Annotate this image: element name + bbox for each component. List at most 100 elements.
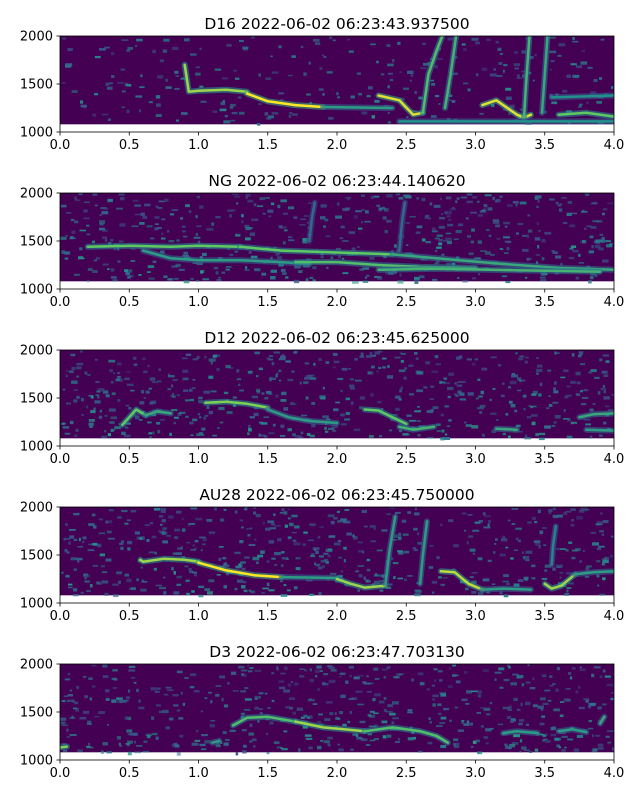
signal-track <box>377 267 602 273</box>
signal-track <box>335 577 387 589</box>
y-tick-label: 1000 <box>20 754 53 769</box>
y-tick-label: 1500 <box>20 706 53 721</box>
signal-track <box>578 412 614 419</box>
y-tick-label: 1000 <box>20 440 53 455</box>
x-tick-label: 2.0 <box>327 452 348 467</box>
signal-track <box>573 570 614 576</box>
signal-track <box>557 728 588 734</box>
signal-track <box>60 745 69 749</box>
x-tick-label: 1.0 <box>188 766 209 781</box>
signal-track <box>398 425 436 431</box>
signal-track <box>86 244 242 249</box>
subplot-4: 0.0 0.5 1.0 1.5 2.0 2.5 3.0 3.5 4.0 1000 1500 2000 A… <box>20 486 624 624</box>
signal-track <box>377 94 425 116</box>
subplot-5: 0.0 0.5 1.0 1.5 2.0 2.5 3.0 3.5 4.0 1000 1500 2000 D… <box>20 643 624 781</box>
y-tick-label: 2000 <box>20 501 53 516</box>
signal-track <box>550 94 614 99</box>
x-tick-label: 0.0 <box>50 295 71 310</box>
signal-track <box>363 726 450 744</box>
y-tick-label: 1000 <box>20 597 53 612</box>
y-tick-label: 1000 <box>20 283 53 298</box>
y-tick-label: 2000 <box>20 187 53 202</box>
x-tick-label: 0.5 <box>119 138 140 153</box>
signal-track <box>439 570 484 591</box>
signal-track <box>183 63 249 93</box>
x-tick-label: 1.0 <box>188 609 209 624</box>
x-tick-label: 3.0 <box>465 138 486 153</box>
spectrogram-image <box>60 664 614 756</box>
subplot-title: AU28 2022-06-02 06:23:45.750000 <box>199 486 474 504</box>
spectrogram-noise <box>60 193 614 284</box>
x-tick-label: 2.0 <box>327 609 348 624</box>
signal-track <box>598 715 606 725</box>
x-tick-label: 0.5 <box>119 295 140 310</box>
signal-track <box>363 408 408 426</box>
spectrogram-image <box>60 350 614 441</box>
x-tick-label: 3.5 <box>534 766 555 781</box>
signal-track <box>308 201 317 243</box>
x-tick-label: 2.5 <box>396 295 417 310</box>
x-tick-label: 3.5 <box>534 452 555 467</box>
signal-track <box>418 520 429 586</box>
spectrogram-image <box>60 193 614 284</box>
x-tick-label: 3.5 <box>534 295 555 310</box>
y-tick-label: 1500 <box>20 549 53 564</box>
x-tick-label: 1.5 <box>257 138 278 153</box>
y-tick-label: 1500 <box>20 235 53 250</box>
signal-track <box>139 557 200 563</box>
signal-track <box>321 105 394 110</box>
subplot-2: 0.0 0.5 1.0 1.5 2.0 2.5 3.0 3.5 4.0 1000 1500 2000 N… <box>20 172 624 310</box>
x-tick-label: 4.0 <box>604 295 625 310</box>
signal-track <box>238 245 394 256</box>
signal-track <box>266 408 339 425</box>
signal-track <box>141 249 311 266</box>
x-tick-label: 3.0 <box>465 609 486 624</box>
x-tick-label: 1.5 <box>257 766 278 781</box>
spectrogram-noise <box>61 507 614 598</box>
x-tick-label: 4.0 <box>604 138 625 153</box>
x-tick-label: 1.5 <box>257 609 278 624</box>
signal-track <box>522 36 531 119</box>
signal-track <box>543 572 577 590</box>
signal-track <box>197 561 283 579</box>
signal-track <box>144 410 173 417</box>
y-tick-label: 2000 <box>20 658 53 673</box>
x-tick-label: 4.0 <box>604 452 625 467</box>
signal-track <box>231 715 297 727</box>
x-tick-label: 1.5 <box>257 452 278 467</box>
spectrogram-base <box>60 664 614 753</box>
signal-track <box>384 515 397 586</box>
x-tick-label: 2.5 <box>396 452 417 467</box>
y-tick-label: 2000 <box>20 344 53 359</box>
x-tick-label: 2.0 <box>327 138 348 153</box>
x-tick-label: 0.5 <box>119 766 140 781</box>
signal-track <box>585 428 614 432</box>
x-tick-label: 1.0 <box>188 295 209 310</box>
signal-track <box>245 92 325 109</box>
subplot-title: D12 2022-06-02 06:23:45.625000 <box>204 329 469 347</box>
y-tick-label: 2000 <box>20 30 53 45</box>
subplot-1: 0.0 0.5 1.0 1.5 2.0 2.5 3.0 3.5 4.0 1000 1500 2000 D… <box>20 15 624 153</box>
subplot-title: D16 2022-06-02 06:23:43.937500 <box>204 15 469 33</box>
signal-track <box>121 408 148 427</box>
signal-track <box>443 36 458 110</box>
x-tick-label: 2.5 <box>396 766 417 781</box>
x-tick-label: 3.0 <box>465 452 486 467</box>
x-tick-label: 3.5 <box>534 138 555 153</box>
x-tick-label: 0.0 <box>50 452 71 467</box>
signal-track <box>294 720 366 733</box>
signal-track <box>211 739 221 744</box>
signal-track <box>421 36 444 115</box>
x-tick-label: 0.5 <box>119 609 140 624</box>
y-tick-label: 1000 <box>20 126 53 141</box>
spectrogram-image <box>60 507 614 598</box>
signal-track <box>398 201 407 252</box>
x-tick-label: 2.0 <box>327 766 348 781</box>
subplot-3: 0.0 0.5 1.0 1.5 2.0 2.5 3.0 3.5 4.0 1000 1500 2000 D… <box>20 329 624 467</box>
x-tick-label: 4.0 <box>604 609 625 624</box>
x-tick-label: 0.5 <box>119 452 140 467</box>
signal-track <box>495 427 519 431</box>
signal-track <box>501 729 540 735</box>
x-tick-label: 4.0 <box>604 766 625 781</box>
